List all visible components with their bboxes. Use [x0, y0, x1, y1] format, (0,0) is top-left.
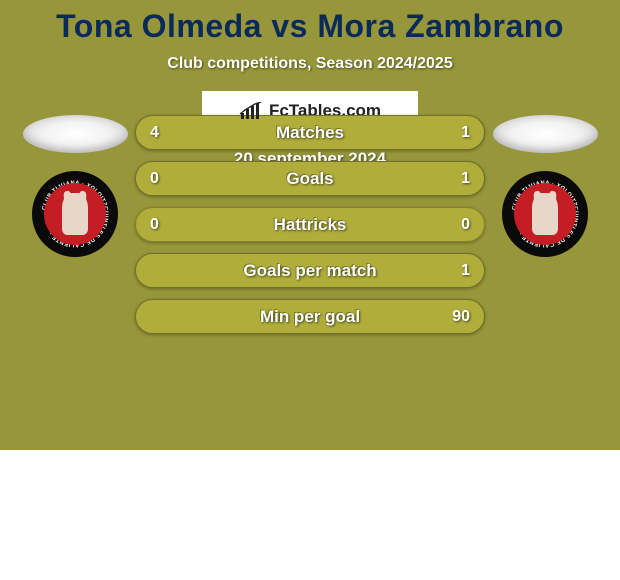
- stat-value-right: 90: [452, 308, 470, 326]
- club-inner-circle: [44, 183, 106, 245]
- left-player-column: CLUB TIJUANA · XOLOITZCUINTLES DE CALIEN…: [15, 115, 135, 257]
- club-inner-circle: [514, 183, 576, 245]
- stat-row: 1 Goals per match: [135, 253, 485, 288]
- stat-value-right: 1: [461, 124, 470, 142]
- stat-bars-container: 4 1 Matches 0 1 Goals 0 0 Hattricks 1 Goals per ma…: [135, 115, 485, 334]
- stat-row: 4 1 Matches: [135, 115, 485, 150]
- stat-label: Min per goal: [260, 307, 360, 327]
- subtitle: Club competitions, Season 2024/2025: [0, 55, 620, 73]
- player-avatar-placeholder: [23, 115, 128, 153]
- stat-fill-right: [414, 116, 484, 149]
- infographic-panel: Tona Olmeda vs Mora Zambrano Club compet…: [0, 0, 620, 450]
- stat-row: 90 Min per goal: [135, 299, 485, 334]
- brand-chart-icon: [239, 102, 263, 120]
- dog-mascot-icon: [62, 193, 88, 235]
- stat-row: 0 0 Hattricks: [135, 207, 485, 242]
- stat-value-left: 4: [150, 124, 159, 142]
- stat-value-right: 0: [461, 216, 470, 234]
- club-logo-left: CLUB TIJUANA · XOLOITZCUINTLES DE CALIEN…: [32, 171, 118, 257]
- player-avatar-placeholder: [493, 115, 598, 153]
- stat-row: 0 1 Goals: [135, 161, 485, 196]
- dog-mascot-icon: [532, 193, 558, 235]
- stat-label: Goals per match: [243, 261, 376, 281]
- stat-label: Goals: [286, 169, 333, 189]
- club-logo-right: CLUB TIJUANA · XOLOITZCUINTLES DE CALIEN…: [502, 171, 588, 257]
- content-row: CLUB TIJUANA · XOLOITZCUINTLES DE CALIEN…: [0, 115, 620, 334]
- stat-value-right: 1: [461, 262, 470, 280]
- stat-value-left: 0: [150, 216, 159, 234]
- stat-value-right: 1: [461, 170, 470, 188]
- right-player-column: CLUB TIJUANA · XOLOITZCUINTLES DE CALIEN…: [485, 115, 605, 257]
- stat-label: Matches: [276, 123, 344, 143]
- stat-label: Hattricks: [274, 215, 347, 235]
- stat-value-left: 0: [150, 170, 159, 188]
- main-title: Tona Olmeda vs Mora Zambrano: [0, 0, 620, 45]
